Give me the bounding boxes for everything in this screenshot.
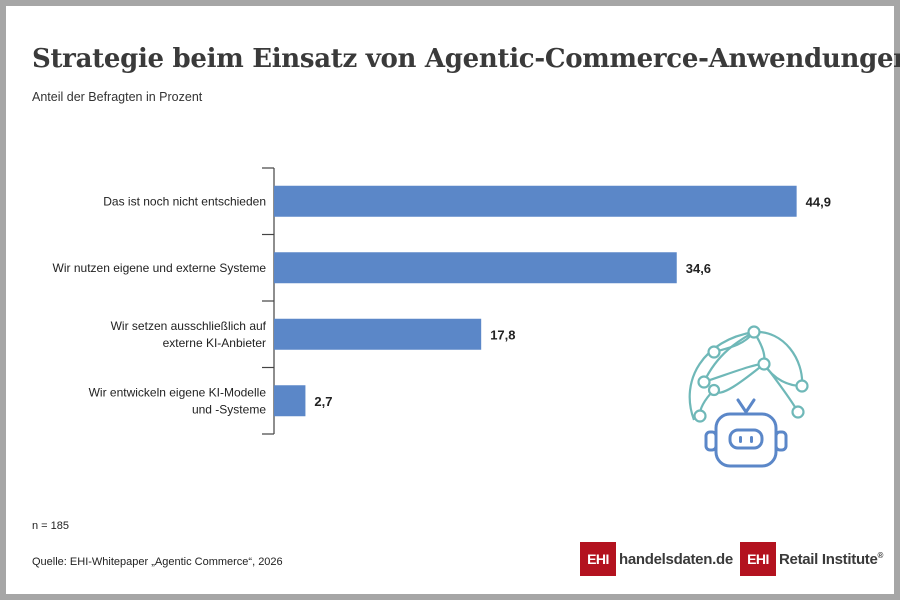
bar — [274, 185, 797, 217]
category-label: Wir setzen ausschließlich auf externe KI-… — [111, 319, 267, 350]
chart-subtitle: Anteil der Befragten in Prozent — [32, 90, 203, 104]
registered-mark: ® — [877, 550, 884, 560]
bar-value-label: 17,8 — [490, 327, 515, 342]
retail-institute-logo-text: Retail Institute® — [779, 551, 883, 568]
handelsdaten-logo-text: handelsdaten.de — [619, 550, 733, 568]
handelsdaten-logo[interactable]: EHI handelsdaten.de — [580, 542, 733, 576]
retail-institute-logo[interactable]: EHI Retail Institute® — [740, 542, 883, 576]
retail-institute-name: Retail Institute — [779, 550, 878, 568]
ehi-logo-box: EHI — [740, 542, 776, 576]
category-label: Wir entwickeln eigene KI-Modelle und -Sys… — [89, 385, 267, 416]
source-note: Quelle: EHI-Whitepaper „Agentic Commerce… — [32, 556, 283, 568]
bar-chart: 44,9 Das ist noch nicht entschieden 34,6 Wi… — [53, 167, 831, 435]
bar — [274, 385, 306, 417]
robot-network-icon — [688, 325, 809, 468]
category-label-line: Wir nutzen eigene und externe Systeme — [53, 261, 267, 275]
category-label: Das ist noch nicht entschieden — [103, 194, 266, 208]
bar-value-label: 44,9 — [806, 194, 831, 209]
category-label-line: externe KI-Anbieter — [163, 336, 266, 350]
bar-value-label: 34,6 — [686, 261, 711, 276]
category-label-line: Wir setzen ausschließlich auf — [111, 319, 267, 333]
chart-title: Strategie beim Einsatz von Agentic-Comme… — [32, 44, 900, 74]
chart-card: Strategie beim Einsatz von Agentic-Comme… — [6, 6, 900, 594]
sample-size: n = 185 — [32, 520, 70, 532]
ehi-logo-box: EHI — [580, 542, 616, 576]
bar-value-label: 2,7 — [314, 394, 332, 409]
bar — [274, 252, 677, 284]
category-label-line: Das ist noch nicht entschieden — [103, 194, 266, 208]
category-label-line: und -Systeme — [192, 402, 266, 416]
category-label: Wir nutzen eigene und externe Systeme — [53, 261, 267, 275]
category-label-line: Wir entwickeln eigene KI-Modelle — [89, 385, 267, 399]
bar — [274, 318, 482, 350]
